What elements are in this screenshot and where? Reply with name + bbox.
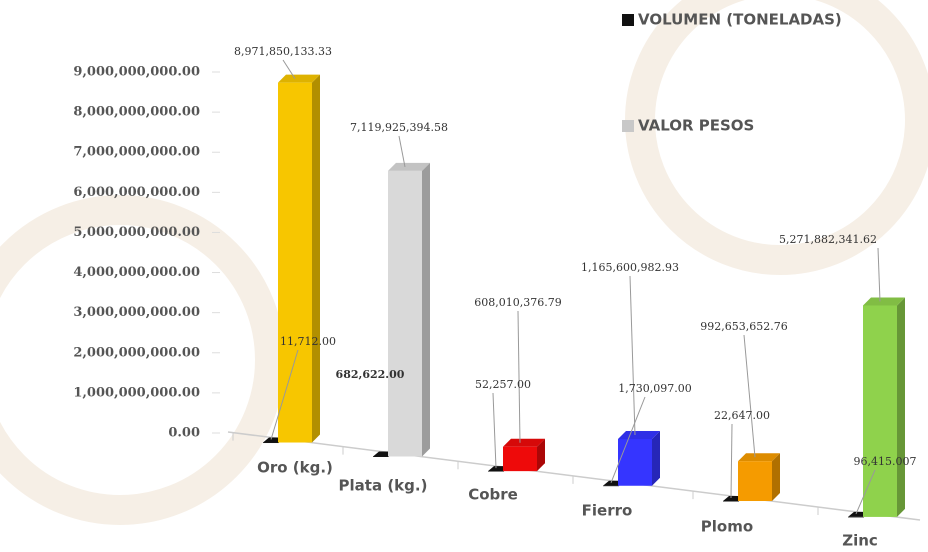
leader-line (398, 135, 406, 168)
value-label: 96,415.007 (854, 455, 917, 468)
bar-top (278, 74, 320, 83)
value-label: 682,622.00 (336, 368, 405, 381)
leader-line (270, 349, 299, 440)
value-label: 1,730,097.00 (618, 382, 691, 395)
leader-line (610, 396, 646, 483)
value-label: 5,271,882,341.62 (779, 233, 877, 246)
bar-side (537, 438, 545, 472)
watermark (0, 0, 928, 525)
x-tick-label: Cobre (468, 486, 518, 504)
leader-line (730, 423, 733, 499)
value-label: 608,010,376.79 (474, 296, 561, 309)
value-label: 992,653,652.76 (700, 320, 787, 333)
bar-side (422, 162, 430, 457)
legend-label: VOLUMEN (TONELADAS) (638, 11, 842, 29)
bar (863, 305, 897, 517)
bar-side (652, 431, 660, 486)
bar (278, 82, 312, 443)
leader-line (492, 392, 497, 469)
bar-top (618, 431, 660, 440)
volume-bar (373, 456, 389, 457)
bar (388, 170, 422, 457)
bar-side (772, 453, 780, 502)
value-label: 8,971,850,133.33 (234, 45, 332, 58)
y-tick-label: 5,000,000,000.00 (73, 225, 200, 240)
volume-bar (848, 516, 864, 518)
leader-line (743, 334, 756, 458)
y-tick-label: 1,000,000,000.00 (73, 385, 200, 400)
value-label: 1,165,600,982.93 (581, 261, 679, 274)
y-tick-label: 2,000,000,000.00 (73, 345, 200, 360)
y-tick-label: 0.00 (168, 426, 200, 441)
y-tick-label: 4,000,000,000.00 (73, 265, 200, 280)
legend-swatch (622, 14, 634, 26)
bar (738, 461, 772, 502)
bar-side (897, 297, 905, 517)
volume-bar (263, 442, 279, 444)
x-tick-label: Plomo (701, 518, 753, 536)
leader-line (629, 275, 636, 436)
leader-line (877, 247, 881, 302)
bar-top (503, 438, 545, 447)
bar-side (312, 74, 320, 443)
value-label: 22,647.00 (714, 409, 770, 422)
y-tick-label: 6,000,000,000.00 (73, 185, 200, 200)
volume-bar (723, 501, 739, 502)
x-tick-label: Plata (kg.) (339, 477, 428, 495)
y-tick-label: 7,000,000,000.00 (73, 145, 200, 160)
leader-line (855, 469, 876, 515)
value-label: 52,257.00 (475, 378, 531, 391)
leader-line (517, 310, 521, 443)
legend-label: VALOR PESOS (638, 117, 754, 135)
value-label: 11,712.00 (280, 335, 336, 348)
y-tick-label: 8,000,000,000.00 (73, 105, 200, 120)
x-tick-label: Oro (kg.) (257, 459, 333, 477)
bar (503, 446, 537, 472)
bar-top (388, 162, 430, 171)
value-label: 7,119,925,394.58 (350, 121, 448, 134)
bar-top (738, 453, 780, 462)
legend-swatch (622, 120, 634, 132)
bar-top (863, 297, 905, 306)
x-tick-label: Zinc (842, 532, 878, 550)
y-tick-label: 3,000,000,000.00 (73, 305, 200, 320)
y-tick-label: 9,000,000,000.00 (73, 65, 200, 80)
volume-bar (603, 485, 619, 487)
x-tick-label: Fierro (582, 502, 633, 520)
bar (618, 439, 652, 486)
leader-line (282, 59, 296, 79)
volume-bar (488, 471, 504, 472)
